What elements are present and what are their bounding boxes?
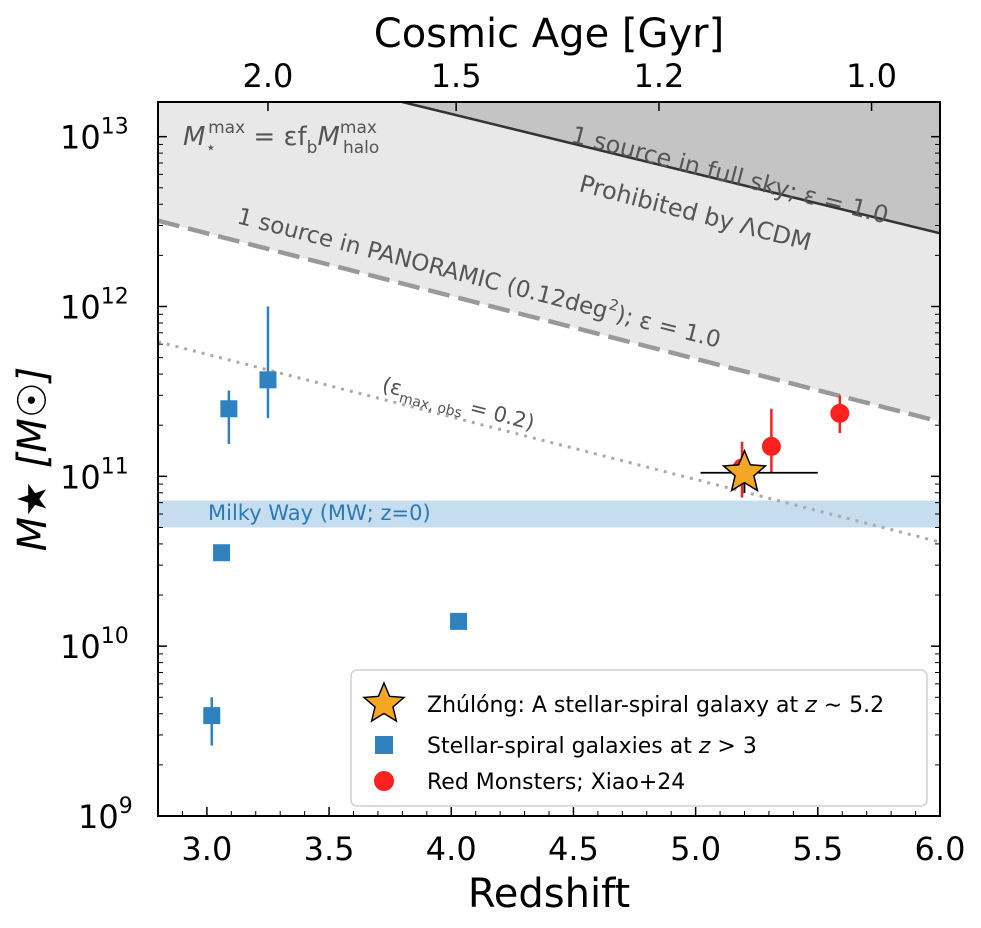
y-axis-title: M★ [M☉] — [10, 367, 56, 552]
top-x-axis-title: Cosmic Age [Gyr] — [374, 11, 724, 57]
legend-star-marker — [362, 681, 406, 723]
x-tick-label: 5.0 — [670, 830, 721, 868]
x-tick-label: 3.5 — [304, 830, 355, 868]
x-tick-label: 3.0 — [181, 830, 232, 868]
legend-label: Stellar-spiral galaxies at z > 3 — [427, 734, 757, 759]
legend: Zhúlóng: A stellar-spiral galaxy at z ∼ … — [350, 669, 928, 807]
full-sky-region — [402, 102, 940, 234]
legend-square-marker — [375, 736, 393, 754]
y-tick-label: 1013 — [60, 115, 129, 157]
y-tick-labels: 109 1010 1011 1012 1013 — [60, 115, 133, 836]
circle-data-point — [830, 403, 850, 423]
legend-label: Red Monsters; Xiao+24 — [427, 770, 685, 795]
y-tick-label: 109 — [78, 794, 133, 836]
milky-way-band — [158, 500, 940, 528]
x-tick-label: 4.0 — [426, 830, 477, 868]
legend-box — [350, 669, 928, 807]
top-tick-label: 1.0 — [846, 57, 897, 95]
y-tick-label: 1010 — [60, 624, 129, 666]
square-data-point — [220, 400, 238, 418]
y-tick-label: 1012 — [60, 284, 129, 326]
top-tick-label: 1.5 — [431, 57, 482, 95]
square-data-point — [450, 612, 468, 630]
top-tick-label: 1.2 — [634, 57, 685, 95]
x-tick-label: 4.5 — [548, 830, 599, 868]
square-data-point — [213, 544, 231, 562]
y-tick-label: 1011 — [60, 454, 129, 496]
square-data-point — [259, 371, 277, 389]
x-axis-title: Redshift — [468, 871, 630, 917]
legend-circle-marker — [374, 771, 394, 791]
legend-label: Zhúlóng: A stellar-spiral galaxy at z ∼ … — [427, 693, 884, 718]
x-tick-label: 5.5 — [792, 830, 843, 868]
circle-data-point — [761, 436, 781, 456]
top-tick-label: 2.0 — [243, 57, 294, 95]
eps-obs-label: (εmax, obs = 0.2) — [378, 373, 537, 440]
square-data-point — [203, 707, 221, 725]
axis-ticks: 3.0 3.5 4.0 4.5 5.0 5.5 6.0 2.0 1.5 1.2 1.0 — [158, 57, 965, 868]
panoramic-curve — [158, 218, 940, 424]
milky-way-label: Milky Way (MW; z=0) — [208, 501, 431, 525]
equation-label: M⋆max = εfbMmax halo — [183, 118, 379, 158]
full-sky-curve — [402, 102, 940, 235]
x-tick-label: 6.0 — [915, 830, 966, 868]
star-data-point — [721, 448, 768, 493]
